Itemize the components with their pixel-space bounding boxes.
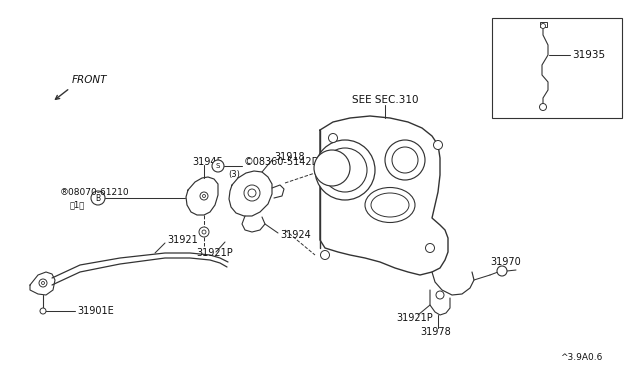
Circle shape <box>541 23 545 29</box>
Circle shape <box>42 282 45 285</box>
Bar <box>540 22 547 27</box>
Text: 31924: 31924 <box>280 230 311 240</box>
Circle shape <box>392 147 418 173</box>
Text: (3): (3) <box>228 170 240 179</box>
Circle shape <box>315 140 375 200</box>
Circle shape <box>40 308 46 314</box>
Circle shape <box>39 279 47 287</box>
Circle shape <box>323 148 367 192</box>
Ellipse shape <box>365 187 415 222</box>
Text: 31978: 31978 <box>420 327 451 337</box>
Circle shape <box>433 141 442 150</box>
Circle shape <box>436 291 444 299</box>
Circle shape <box>248 189 256 197</box>
Text: 31935: 31935 <box>572 50 605 60</box>
Text: （1）: （1） <box>70 201 85 209</box>
Circle shape <box>200 192 208 200</box>
Text: 31921P: 31921P <box>196 248 233 258</box>
Text: B: B <box>95 193 100 202</box>
Circle shape <box>426 244 435 253</box>
Circle shape <box>244 185 260 201</box>
Text: 31921: 31921 <box>167 235 198 245</box>
Text: ^3.9A0.6: ^3.9A0.6 <box>560 353 602 362</box>
Circle shape <box>385 140 425 180</box>
Text: S: S <box>216 163 220 169</box>
Circle shape <box>202 230 206 234</box>
Circle shape <box>314 150 350 186</box>
Circle shape <box>91 191 105 205</box>
Circle shape <box>540 103 547 110</box>
Circle shape <box>199 227 209 237</box>
Text: SEE SEC.310: SEE SEC.310 <box>352 95 419 105</box>
Circle shape <box>497 266 507 276</box>
Circle shape <box>321 250 330 260</box>
Text: 31921P: 31921P <box>396 313 433 323</box>
Text: 31901E: 31901E <box>77 306 114 316</box>
Circle shape <box>212 160 224 172</box>
Circle shape <box>328 134 337 142</box>
Text: ©08360-5142D: ©08360-5142D <box>244 157 320 167</box>
Text: 31918: 31918 <box>274 152 305 162</box>
Bar <box>492 18 622 118</box>
Text: 31970: 31970 <box>490 257 521 267</box>
Circle shape <box>202 195 205 198</box>
Text: FRONT: FRONT <box>72 75 108 85</box>
Text: ®08070-61210: ®08070-61210 <box>60 187 130 196</box>
Ellipse shape <box>371 193 409 217</box>
Text: 31945: 31945 <box>192 157 223 167</box>
